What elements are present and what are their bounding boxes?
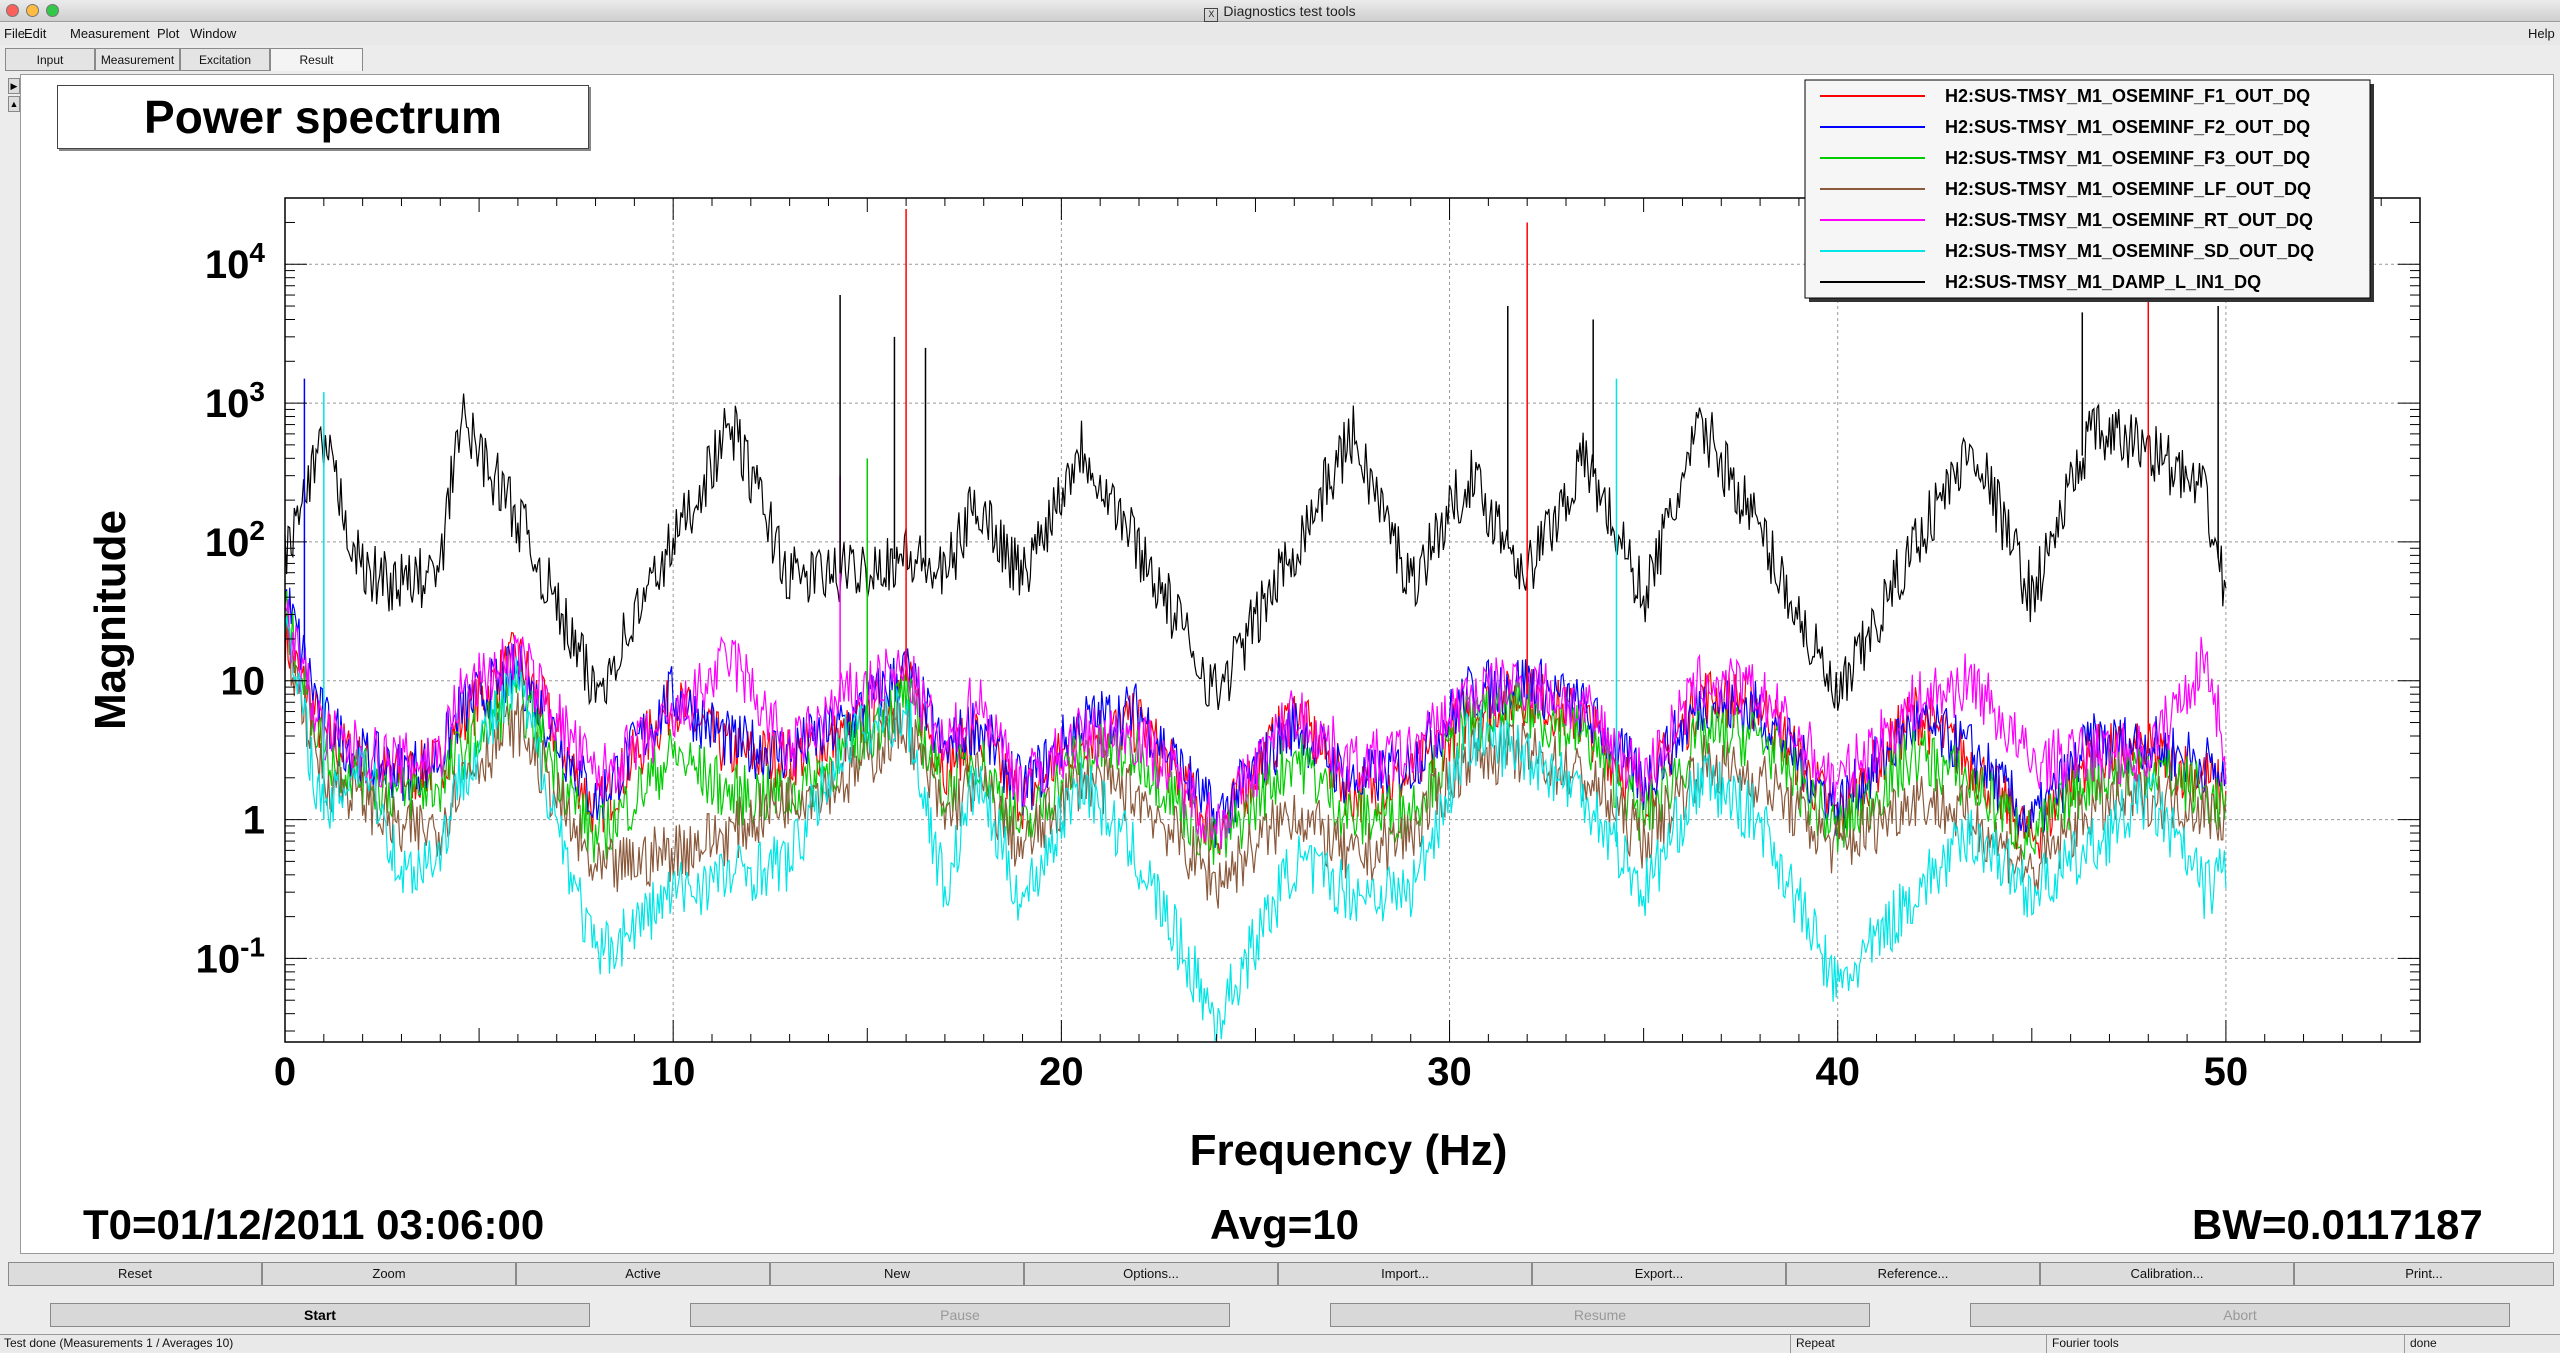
expand-arrow-icon[interactable]: ▶ bbox=[8, 78, 20, 94]
tab-result[interactable]: Result bbox=[270, 48, 363, 71]
calibration-button[interactable]: Calibration... bbox=[2040, 1262, 2294, 1286]
zoom-window-button[interactable] bbox=[46, 4, 59, 17]
status-message: Test done (Measurements 1 / Averages 10) bbox=[4, 1336, 234, 1350]
print-button[interactable]: Print... bbox=[2294, 1262, 2554, 1286]
status-divider bbox=[1790, 1335, 1791, 1353]
status-divider bbox=[2046, 1335, 2047, 1353]
new-button[interactable]: New bbox=[770, 1262, 1024, 1286]
app-icon: X bbox=[1204, 8, 1219, 22]
t0-label: T0=01/12/2011 03:06:00 bbox=[83, 1201, 545, 1248]
menu-edit[interactable]: Edit bbox=[24, 26, 47, 41]
collapse-arrow-icon[interactable]: ▲ bbox=[8, 96, 20, 112]
close-window-button[interactable] bbox=[6, 4, 19, 17]
options-button[interactable]: Options... bbox=[1024, 1262, 1278, 1286]
plot-toolbar: Reset Zoom Active New Options... Import.… bbox=[8, 1262, 2554, 1287]
menu-bar: File Edit Measurement Plot Window Help bbox=[0, 23, 2560, 45]
import-button[interactable]: Import... bbox=[1278, 1262, 1532, 1286]
zoom-button[interactable]: Zoom bbox=[262, 1262, 516, 1286]
status-divider bbox=[2404, 1335, 2405, 1353]
pause-button[interactable]: Pause bbox=[690, 1303, 1230, 1327]
tab-measurement[interactable]: Measurement bbox=[95, 48, 180, 71]
tab-input[interactable]: Input bbox=[5, 48, 95, 71]
start-button[interactable]: Start bbox=[50, 1303, 590, 1327]
window-titlebar: X Diagnostics test tools bbox=[0, 0, 2560, 22]
menu-file[interactable]: File bbox=[4, 26, 25, 41]
tab-bar: Input Measurement Excitation Result bbox=[0, 48, 2560, 72]
plot-canvas[interactable] bbox=[20, 74, 2554, 1254]
reset-button[interactable]: Reset bbox=[8, 1262, 262, 1286]
export-button[interactable]: Export... bbox=[1532, 1262, 1786, 1286]
tab-excitation[interactable]: Excitation bbox=[180, 48, 270, 71]
bw-label: BW=0.0117187 bbox=[2192, 1201, 2483, 1248]
status-state: done bbox=[2410, 1336, 2437, 1350]
window-title: X Diagnostics test tools bbox=[0, 3, 2560, 22]
menu-help[interactable]: Help bbox=[2528, 26, 2555, 41]
menu-measurement[interactable]: Measurement bbox=[70, 26, 150, 41]
resume-button[interactable]: Resume bbox=[1330, 1303, 1870, 1327]
status-bar: Test done (Measurements 1 / Averages 10)… bbox=[0, 1334, 2560, 1353]
reference-button[interactable]: Reference... bbox=[1786, 1262, 2040, 1286]
avg-label: Avg=10 bbox=[1210, 1201, 1360, 1248]
minimize-window-button[interactable] bbox=[26, 4, 39, 17]
plot-title: Power spectrum bbox=[57, 85, 589, 149]
abort-button[interactable]: Abort bbox=[1970, 1303, 2510, 1327]
menu-plot[interactable]: Plot bbox=[157, 26, 180, 41]
status-tool: Fourier tools bbox=[2052, 1336, 2119, 1350]
menu-window[interactable]: Window bbox=[190, 26, 237, 41]
status-mode: Repeat bbox=[1796, 1336, 1835, 1350]
window-title-text: Diagnostics test tools bbox=[1223, 3, 1356, 19]
active-button[interactable]: Active bbox=[516, 1262, 770, 1286]
